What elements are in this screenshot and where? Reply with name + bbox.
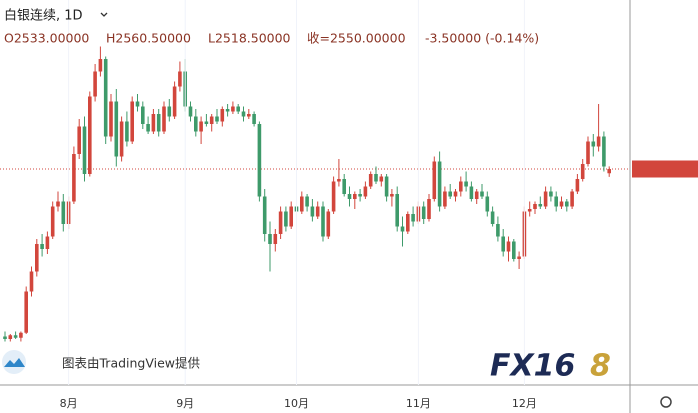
x-tick-label: 12月 [512,397,537,410]
high-text: H2560.50000 [106,31,191,46]
x-tick-label: 10月 [284,397,309,410]
close-text: 收=2550.00000 [307,31,406,46]
x-tick-label: 9月 [176,397,194,410]
change-text: -3.50000 (-0.14%) [425,31,539,46]
last-price-box [632,160,698,178]
chart-title: 白银连续, 1D [4,8,83,24]
x-tick-label: 8月 [60,397,78,410]
gear [660,396,672,408]
tv-logo[interactable] [2,350,26,374]
watermark-eight: 8 [590,349,611,384]
x-tick-label: 11月 [406,397,431,410]
logo-shape [4,358,25,367]
menu-chevron[interactable] [100,12,108,17]
settings-gear[interactable] [660,396,672,408]
watermark: FX16 [490,349,575,384]
credit[interactable]: 图表由TradingView提供 [62,356,200,371]
logo-circle [2,350,26,374]
low-text: L2518.50000 [208,31,291,46]
open-text: O2533.00000 [4,31,89,46]
